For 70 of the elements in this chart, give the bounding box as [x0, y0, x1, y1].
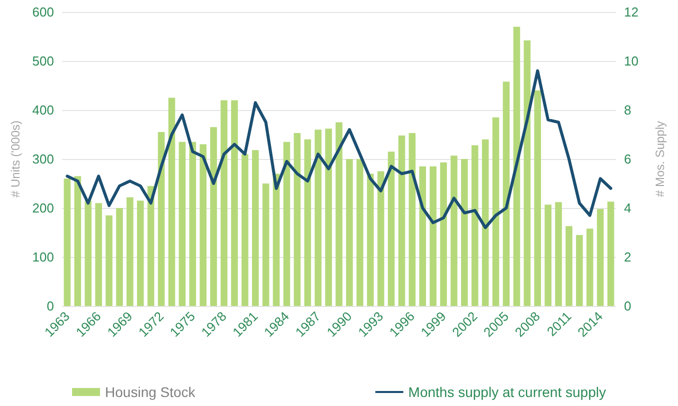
y-tick-label: 500	[32, 54, 54, 68]
bar	[178, 142, 186, 306]
bar	[294, 133, 301, 306]
bar	[440, 162, 447, 306]
bar	[544, 204, 552, 306]
legend-label: Housing Stock	[105, 384, 196, 400]
bar	[220, 100, 228, 306]
bar	[84, 200, 92, 306]
bar	[325, 128, 332, 306]
bar	[482, 139, 489, 306]
y2-tick-label: 0	[624, 298, 632, 314]
bar	[356, 159, 364, 306]
bar	[231, 100, 238, 306]
y2-tick-label: 12	[624, 4, 638, 20]
y-axis-title: # Units ('000s)	[8, 120, 22, 198]
bar	[388, 152, 395, 306]
bar	[492, 117, 500, 306]
y-tick-label: 200	[32, 200, 54, 216]
y-tick-label: 400	[32, 102, 54, 118]
bar	[336, 122, 342, 306]
bar	[64, 178, 71, 306]
bar	[450, 156, 458, 306]
bar	[283, 142, 290, 306]
y-tick-label: 0	[46, 298, 54, 314]
y2-tick-label: 2	[624, 250, 632, 264]
bar	[106, 215, 112, 306]
bar	[137, 200, 144, 306]
bar	[189, 142, 196, 306]
bar	[419, 166, 426, 306]
bar	[430, 166, 436, 306]
bar	[408, 133, 416, 306]
bar	[74, 176, 82, 306]
bar	[200, 144, 207, 306]
bar	[252, 150, 259, 306]
bar	[596, 208, 604, 306]
legend-label: Months supply at current supply	[408, 384, 606, 400]
bar	[576, 234, 583, 306]
bar	[377, 171, 384, 306]
y2-tick-label: 10	[624, 54, 638, 68]
bar	[398, 135, 406, 306]
bar	[158, 132, 165, 306]
bar	[586, 228, 594, 306]
y-tick-label: 300	[32, 152, 54, 166]
bar	[116, 208, 123, 306]
bar	[471, 145, 478, 306]
y-tick-label: 100	[32, 250, 54, 264]
y2-tick-label: 6	[624, 152, 632, 166]
y-tick-label: 600	[32, 4, 54, 20]
bar	[95, 203, 102, 306]
y2-tick-label: 4	[624, 200, 632, 216]
line-series	[66, 69, 612, 230]
bar	[242, 154, 248, 306]
bar	[534, 90, 541, 306]
bar	[314, 130, 322, 306]
bar	[524, 40, 531, 306]
bar	[168, 98, 176, 306]
y2-tick-label: 8	[624, 102, 632, 118]
bar	[126, 197, 134, 306]
bar	[555, 202, 562, 306]
y2-axis-title: # Mos. Supply	[653, 120, 667, 198]
bar	[262, 184, 270, 306]
bar	[304, 139, 312, 306]
bar	[346, 159, 353, 306]
bar	[566, 226, 572, 306]
bar	[210, 127, 217, 306]
bar	[366, 174, 374, 306]
bar	[607, 202, 614, 306]
bar	[461, 159, 468, 306]
bar	[502, 82, 510, 306]
bar	[513, 26, 520, 306]
